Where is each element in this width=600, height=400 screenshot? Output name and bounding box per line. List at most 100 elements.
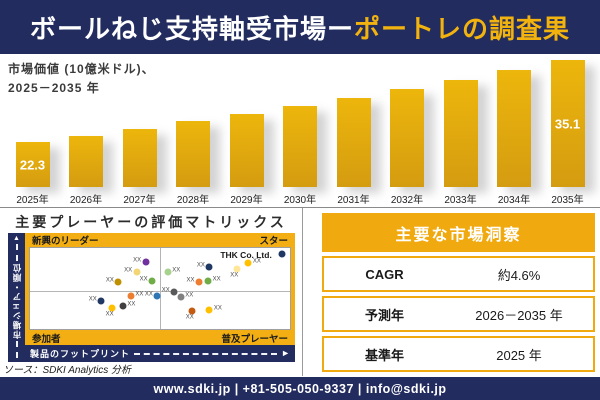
bar-chart-section: 市場価値 (10億米ドル)、 2025－2035 年 22.3 2025年 2026… <box>0 54 600 208</box>
row-value: 約4.6% <box>497 267 541 283</box>
quadrant-label-participants: 参加者 <box>32 334 61 345</box>
bar-2029年 <box>229 114 264 187</box>
matrix-point-label: XX <box>133 257 142 264</box>
row-value: 2025 年 <box>496 347 542 363</box>
bar-2034年 <box>497 70 531 187</box>
matrix-point-label: XX <box>252 258 261 265</box>
matrix-point-label: XX <box>186 277 195 284</box>
bar-slot: 22.3 2025年 <box>6 142 59 206</box>
footer-contact-text[interactable]: www.sdki.jp | +81-505-050-9337 | info@sd… <box>153 381 447 396</box>
matrix-point-label: XX <box>213 305 222 312</box>
insights-table: 主要な市場洞察 CAGR 約4.6% 予測年 2026－2035 年 基準年 2… <box>322 213 595 372</box>
bar-2033年 <box>443 80 478 187</box>
insights-region: 主要な市場洞察 CAGR 約4.6% 予測年 2026－2035 年 基準年 2… <box>303 209 600 377</box>
matrix-point-label: XX <box>196 262 205 269</box>
x-axis-label: 製品のフットプリント <box>30 349 131 359</box>
title-bar: ボールねじ支持軸受市場ー ポートレの調査果 <box>0 0 600 54</box>
arrow-up-icon: ▲ <box>13 235 20 242</box>
bar-chart: 22.3 2025年 2026年 2027年 2028年 2029年 2030年 2031年 2… <box>6 60 594 206</box>
bar-slot: 2033年 <box>434 80 487 206</box>
table-row-forecast-years: 予測年 2026－2035 年 <box>322 296 595 332</box>
bar-slot: 2028年 <box>167 121 220 206</box>
x-tick-label: 2033年 <box>444 195 477 206</box>
matrix-point-label: XX <box>127 301 136 307</box>
bar-slot: 2030年 <box>274 106 327 206</box>
row-label: CAGR <box>365 266 404 282</box>
x-tick-label: 2035年 <box>551 195 584 206</box>
matrix-point: XX <box>124 268 141 276</box>
x-tick-label: 2031年 <box>337 195 370 206</box>
matrix-point: XX <box>119 301 135 309</box>
bar-2027年 <box>122 129 157 187</box>
matrix-point: XX <box>89 297 105 305</box>
chart-subtitle-line2: 2025－2035 年 <box>8 80 100 95</box>
matrix-gold-panel: 新興のリーダー スター 参加者 普及プレーヤー THK Co. Ltd. XX X… <box>25 233 295 345</box>
table-row-cagr: CAGR 約4.6% <box>322 256 595 292</box>
highlight-company-label: THK Co. Ltd. <box>220 250 272 261</box>
bar-2030年 <box>283 106 317 187</box>
matrix-point-label: XX <box>135 291 144 298</box>
matrix-point: XX <box>177 293 193 301</box>
bar-slot: 2026年 <box>60 136 113 206</box>
table-row-base-year: 基準年 2025 年 <box>322 336 595 372</box>
matrix-point-label: XX <box>185 292 194 299</box>
matrix-point: XX <box>127 291 143 300</box>
matrix-point-label: XX <box>172 267 181 274</box>
x-tick-label: 2029年 <box>230 195 263 206</box>
bar-slot: 35.1 2035年 <box>541 60 594 206</box>
matrix-point-label: XX <box>212 276 221 283</box>
matrix-point: XX <box>186 307 196 321</box>
bar-2035年: 35.1 <box>550 60 585 187</box>
x-tick-label: 2034年 <box>497 195 531 206</box>
x-tick-label: 2026年 <box>69 195 103 206</box>
matrix-point-label: XX <box>185 314 194 321</box>
bar-2028年 <box>176 121 210 187</box>
matrix-point-label: XX <box>124 267 133 274</box>
bar-value-label: 22.3 <box>19 157 46 172</box>
matrix-point: XX <box>244 259 261 267</box>
bar-slot: 2034年 <box>488 70 541 206</box>
row-label: 基準年 <box>365 347 405 363</box>
x-tick-label: 2030年 <box>283 195 317 206</box>
matrix-point: XX <box>230 265 241 279</box>
matrix-plot-area: THK Co. Ltd. XX XX XX XX XX XX XX XX XX XX XX XX XX X… <box>29 247 291 330</box>
horizontal-divider <box>0 207 600 208</box>
bar-2025年: 22.3 <box>15 142 50 187</box>
matrix-point-label: XX <box>161 287 170 294</box>
x-axis-dashed-line <box>134 352 278 355</box>
matrix-title: 主要プレーヤーの評価マトリックス <box>15 214 287 230</box>
bar-2026年 <box>69 136 103 187</box>
matrix-y-axis: ▲ 市場シェア・順位 <box>8 233 25 362</box>
matrix-point: XX <box>145 291 161 300</box>
footer-contact-bar[interactable]: www.sdki.jp | +81-505-050-9337 | info@sd… <box>0 377 600 400</box>
matrix-point <box>278 250 286 258</box>
matrix-x-axis: 製品のフットプリント ► <box>25 345 295 362</box>
quadrant-divider-horizontal <box>30 290 290 292</box>
matrix-point: XX <box>162 287 178 296</box>
matrix-point-label: XX <box>105 277 114 284</box>
y-axis-label: 市場シェア・順位 <box>11 263 22 339</box>
chart-subtitle-line1: 市場価値 (10億米ドル)、 <box>8 62 155 76</box>
quadrant-label-pervasive-players: 普及プレーヤー <box>221 334 288 345</box>
matrix-point: XX <box>204 277 221 285</box>
quadrant-divider-vertical <box>160 248 161 329</box>
vertical-divider <box>302 208 303 376</box>
x-tick-label: 2032年 <box>390 195 424 206</box>
matrix-point: XX <box>133 257 150 266</box>
matrix-chart: ▲ 市場シェア・順位 新興のリーダー スター 参加者 普及プレーヤー THK C… <box>8 233 295 362</box>
x-tick-label: 2028年 <box>176 195 210 206</box>
matrix-point: XX <box>205 306 222 314</box>
y-axis-dashed-line <box>15 341 18 358</box>
bar-slot: 2032年 <box>381 89 434 206</box>
row-label: 予測年 <box>365 307 405 323</box>
insights-table-header: 主要な市場洞察 <box>322 213 595 252</box>
y-axis-dashed-line <box>15 244 18 261</box>
bar-slot: 2029年 <box>220 114 273 206</box>
source-note: ソース：SDKI Analytics 分析 <box>3 365 132 376</box>
matrix-region: 主要プレーヤーの評価マトリックス ▲ 市場シェア・順位 新興のリーダー スター … <box>0 209 302 377</box>
chart-subtitle: 市場価値 (10億米ドル)、 2025－2035 年 <box>8 60 155 97</box>
bar-2032年 <box>390 89 424 187</box>
bar-slot: 2027年 <box>113 129 166 206</box>
matrix-point-label: XX <box>105 311 114 318</box>
matrix-point-label: XX <box>139 276 148 283</box>
